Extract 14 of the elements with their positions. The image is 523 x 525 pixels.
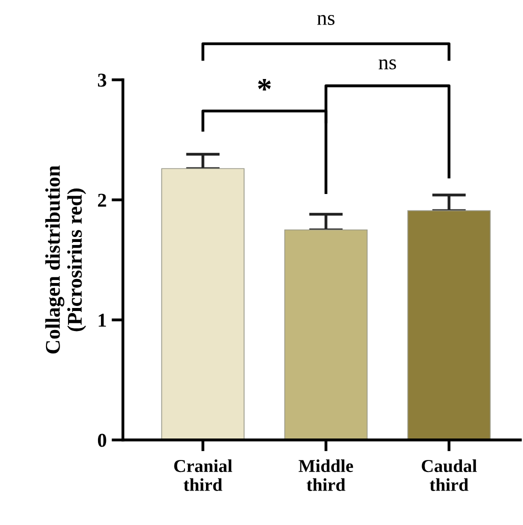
y-axis-title: Collagen distribution (Picrosirius red) (45, 166, 86, 354)
y-tick-label: 0 (98, 434, 106, 447)
bar (161, 168, 245, 440)
text: ns (317, 14, 334, 25)
text: ns (378, 59, 396, 70)
x-tick-label: Middle third (298, 459, 354, 491)
x-tick-label: Cranial third (174, 459, 232, 491)
x-tick-label: Caudal third (422, 459, 477, 491)
y-tick-label: 3 (98, 74, 106, 87)
y-tick-label: 1 (98, 314, 106, 327)
bar (284, 229, 368, 440)
bar (407, 210, 491, 440)
annotation: * (258, 78, 271, 91)
y-tick-label: 2 (98, 194, 106, 207)
